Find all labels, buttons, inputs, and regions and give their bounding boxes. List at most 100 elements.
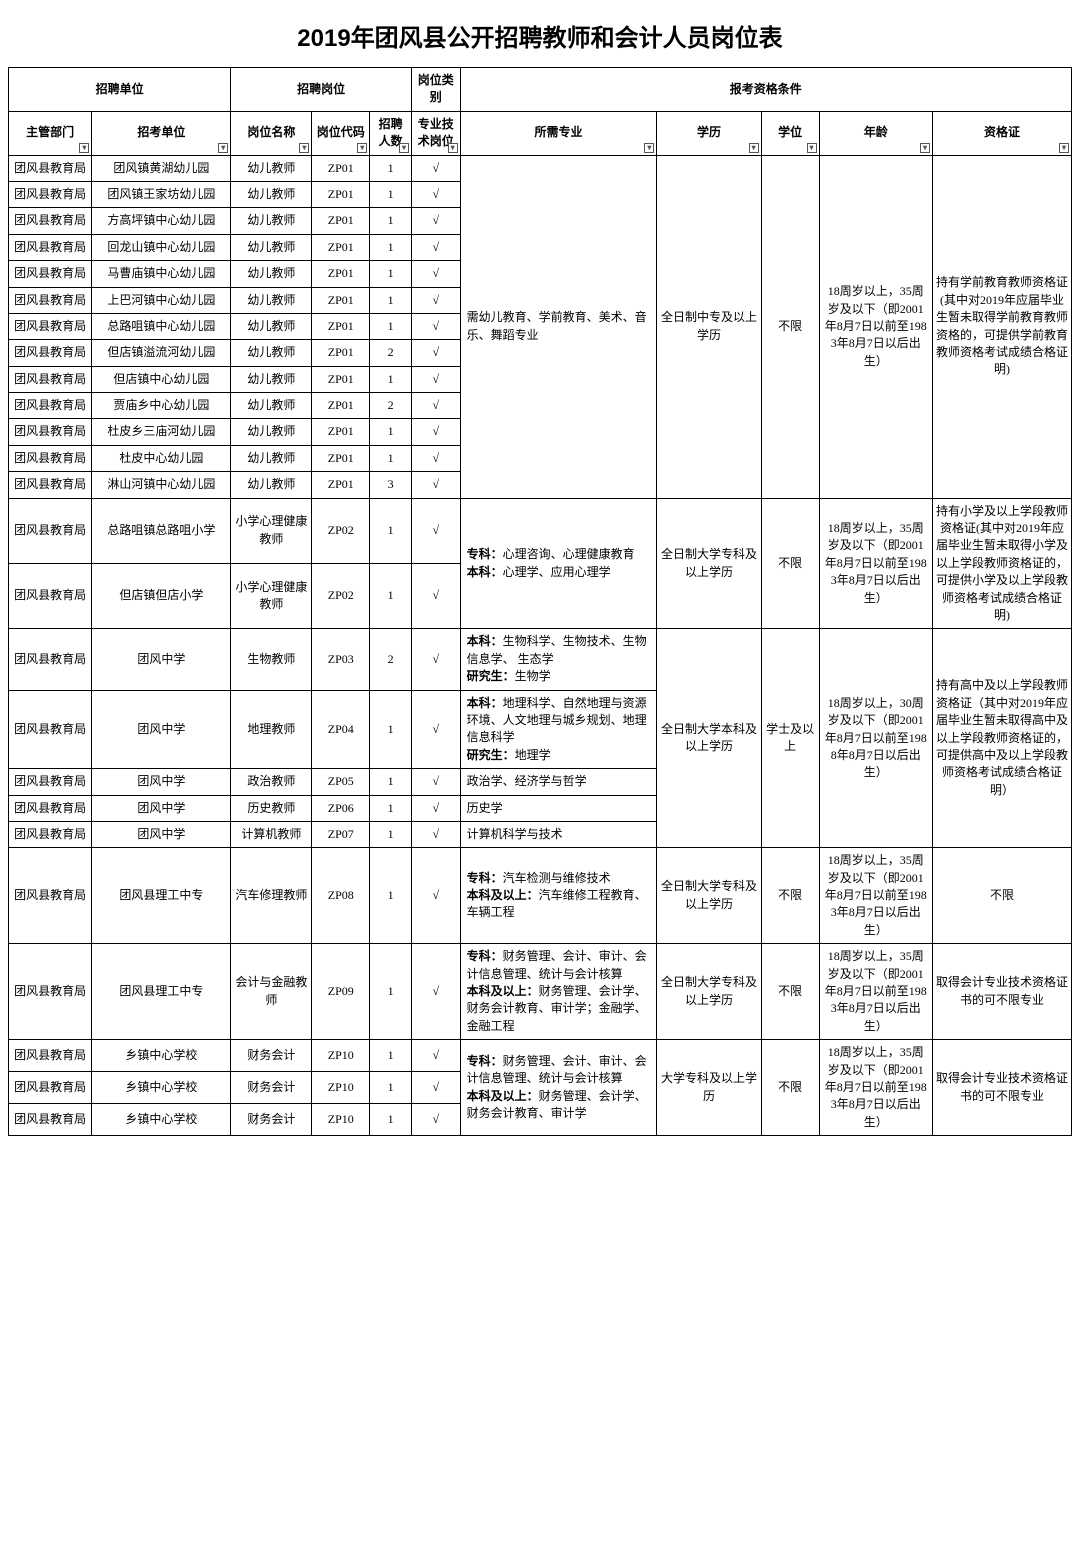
cell-position-name: 幼儿教师 [231,393,312,419]
filter-icon[interactable] [807,143,817,153]
cell-unit: 乡镇中心学校 [92,1072,231,1104]
cell-count: 2 [370,393,412,419]
cell-education: 全日制大学专科及以上学历 [657,848,761,944]
cell-unit: 杜皮中心幼儿园 [92,445,231,471]
cell-tech: √ [411,234,460,260]
filter-icon[interactable] [357,143,367,153]
cell-position-code: ZP01 [312,419,370,445]
cell-department: 团风县教育局 [9,261,92,287]
table-row: 团风县教育局团风县理工中专会计与金融教师ZP091√专科：财务管理、会计、审计、… [9,944,1072,1040]
header-position-name[interactable]: 岗位名称 [231,111,312,155]
cell-position-code: ZP01 [312,208,370,234]
filter-icon[interactable] [920,143,930,153]
cell-position-code: ZP09 [312,944,370,1040]
cell-position-code: ZP01 [312,261,370,287]
cell-department: 团风县教育局 [9,564,92,629]
header-age[interactable]: 年龄 [819,111,932,155]
cell-tech: √ [411,261,460,287]
cell-count: 1 [370,313,412,339]
cell-unit: 但店镇中心幼儿园 [92,366,231,392]
cell-age: 18周岁以上，35周岁及以下（即2001年8月7日以前至1983年8月7日以后出… [819,944,932,1040]
cell-position-name: 幼儿教师 [231,445,312,471]
cell-position-name: 幼儿教师 [231,261,312,287]
cell-position-code: ZP01 [312,313,370,339]
cell-count: 3 [370,472,412,498]
cell-position-code: ZP02 [312,564,370,629]
header-recruit-unit[interactable]: 招考单位 [92,111,231,155]
filter-icon[interactable] [1059,143,1069,153]
filter-icon[interactable] [79,143,89,153]
cell-education: 全日制中专及以上学历 [657,155,761,498]
cell-tech: √ [411,208,460,234]
cell-age: 18周岁以上，35周岁及以下（即2001年8月7日以前至1983年8月7日以后出… [819,155,932,498]
cell-certificate: 取得会计专业技术资格证书的可不限专业 [932,944,1071,1040]
cell-position-code: ZP01 [312,445,370,471]
cell-department: 团风县教育局 [9,181,92,207]
header-department[interactable]: 主管部门 [9,111,92,155]
cell-degree: 学士及以上 [761,629,819,848]
cell-department: 团风县教育局 [9,848,92,944]
cell-unit: 贾庙乡中心幼儿园 [92,393,231,419]
cell-department: 团风县教育局 [9,472,92,498]
filter-icon[interactable] [299,143,309,153]
cell-department: 团风县教育局 [9,234,92,260]
cell-department: 团风县教育局 [9,944,92,1040]
cell-department: 团风县教育局 [9,629,92,690]
cell-department: 团风县教育局 [9,498,92,563]
cell-degree: 不限 [761,944,819,1040]
cell-major: 专科：财务管理、会计、审计、会计信息管理、统计与会计核算本科及以上：财务管理、会… [460,944,657,1040]
header-count[interactable]: 招聘人数 [370,111,412,155]
cell-tech: √ [411,445,460,471]
cell-unit: 总路咀镇总路咀小学 [92,498,231,563]
cell-count: 1 [370,821,412,847]
cell-position-name: 幼儿教师 [231,313,312,339]
cell-age: 18周岁以上，35周岁及以下（即2001年8月7日以前至1983年8月7日以后出… [819,1040,932,1136]
cell-position-name: 会计与金融教师 [231,944,312,1040]
cell-unit: 团风中学 [92,629,231,690]
cell-department: 团风县教育局 [9,419,92,445]
cell-position-name: 计算机教师 [231,821,312,847]
cell-count: 1 [370,795,412,821]
cell-tech: √ [411,181,460,207]
cell-unit: 乡镇中心学校 [92,1104,231,1136]
cell-position-code: ZP01 [312,366,370,392]
table-row: 团风县教育局团风中学生物教师ZP032√本科：生物科学、生物技术、生物信息学、 … [9,629,1072,690]
filter-icon[interactable] [749,143,759,153]
cell-education: 全日制大学本科及以上学历 [657,629,761,848]
cell-tech: √ [411,419,460,445]
cell-unit: 上巴河镇中心幼儿园 [92,287,231,313]
cell-department: 团风县教育局 [9,208,92,234]
header-degree[interactable]: 学位 [761,111,819,155]
cell-tech: √ [411,564,460,629]
header-position-code[interactable]: 岗位代码 [312,111,370,155]
filter-icon[interactable] [218,143,228,153]
cell-department: 团风县教育局 [9,445,92,471]
cell-position-code: ZP10 [312,1072,370,1104]
cell-position-name: 政治教师 [231,769,312,795]
cell-major: 计算机科学与技术 [460,821,657,847]
cell-tech: √ [411,155,460,181]
header-certificate[interactable]: 资格证 [932,111,1071,155]
cell-tech: √ [411,287,460,313]
cell-position-name: 小学心理健康教师 [231,498,312,563]
cell-department: 团风县教育局 [9,1040,92,1072]
cell-tech: √ [411,944,460,1040]
cell-unit: 团风中学 [92,795,231,821]
cell-certificate: 取得会计专业技术资格证书的可不限专业 [932,1040,1071,1136]
cell-department: 团风县教育局 [9,155,92,181]
filter-icon[interactable] [399,143,409,153]
header-education[interactable]: 学历 [657,111,761,155]
header-major[interactable]: 所需专业 [460,111,657,155]
cell-count: 1 [370,690,412,769]
cell-position-name: 幼儿教师 [231,340,312,366]
cell-count: 2 [370,629,412,690]
cell-tech: √ [411,472,460,498]
cell-count: 2 [370,340,412,366]
cell-degree: 不限 [761,1040,819,1136]
filter-icon[interactable] [448,143,458,153]
header-tech[interactable]: 专业技术岗位 [411,111,460,155]
cell-count: 1 [370,261,412,287]
cell-unit: 团风中学 [92,769,231,795]
filter-icon[interactable] [644,143,654,153]
cell-tech: √ [411,340,460,366]
